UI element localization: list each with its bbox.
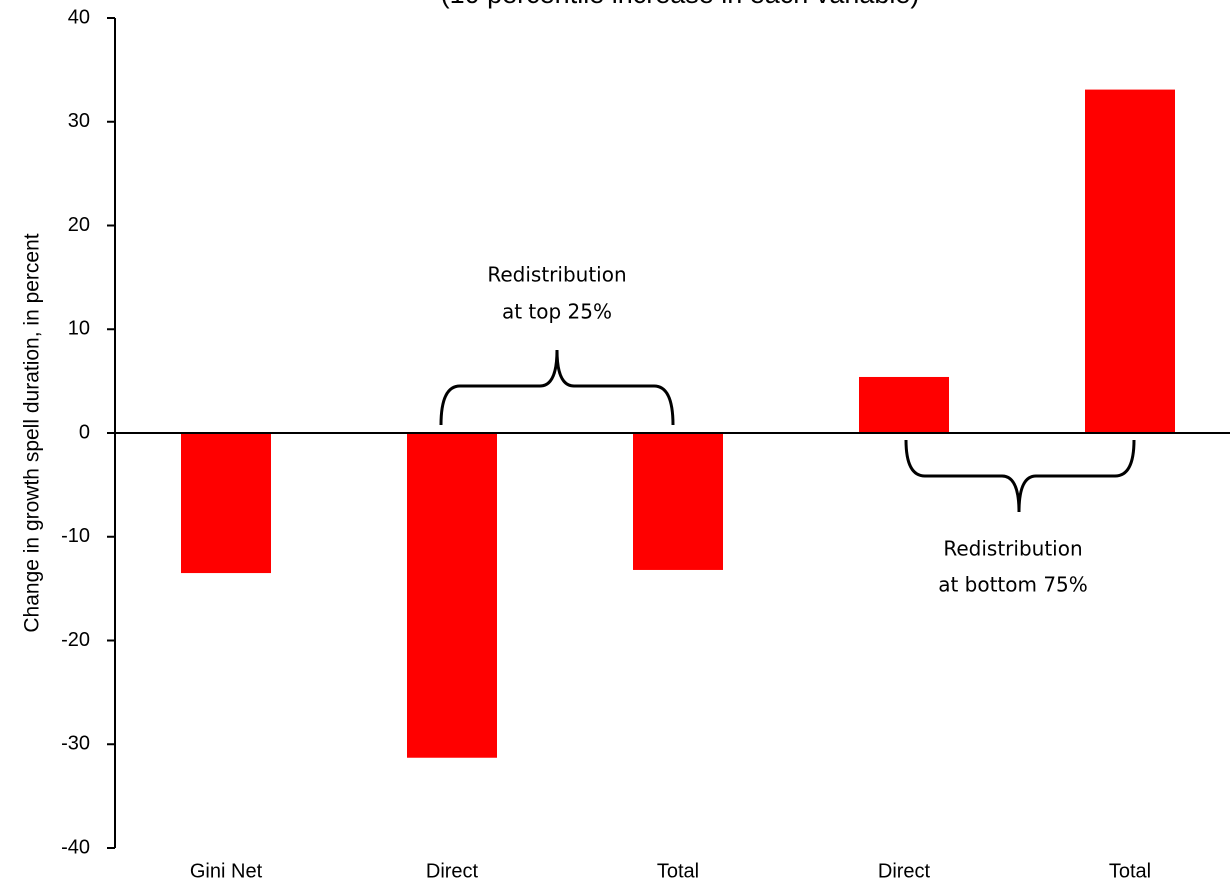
top-brace [439, 349, 675, 426]
chart-subtitle: (10 percentile increase in each variable… [441, 0, 920, 9]
x-tick-label: Direct [426, 860, 479, 882]
y-tick-label: -40 [61, 836, 90, 858]
bar [181, 433, 271, 574]
y-tick-label: -10 [61, 525, 90, 547]
annotation: at top 25% [502, 300, 612, 324]
y-tick-label: 0 [79, 421, 90, 443]
bar [407, 433, 497, 758]
x-tick-label: Direct [878, 860, 931, 882]
bar [859, 376, 949, 433]
y-axis-label: Change in growth spell duration, in perc… [21, 233, 44, 632]
annotation: Redistribution [487, 263, 626, 287]
y-tick-label: -30 [61, 733, 90, 755]
bar [633, 433, 723, 570]
y-tick-label: 20 [68, 214, 90, 236]
x-tick-label: Total [1109, 860, 1151, 882]
y-tick-label: 10 [68, 318, 90, 340]
bar [1085, 89, 1175, 434]
x-tick-label: Total [657, 860, 699, 882]
bottom-brace [904, 439, 1136, 513]
x-tick-label: Gini Net [190, 860, 263, 882]
y-tick-label: 40 [68, 6, 90, 28]
annotation: Redistribution [943, 537, 1082, 561]
annotation: at bottom 75% [938, 573, 1088, 597]
y-tick-label: 30 [68, 110, 90, 132]
y-tick-label: -20 [61, 629, 90, 651]
